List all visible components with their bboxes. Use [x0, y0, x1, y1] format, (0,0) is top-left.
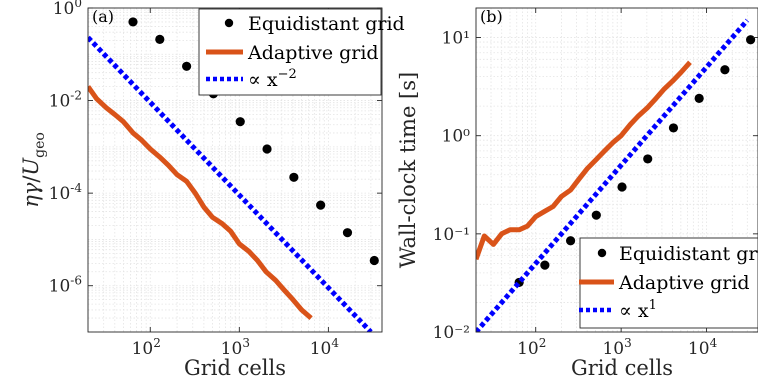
panel-b-legend-marker-equidistant — [597, 248, 607, 258]
panel-a-y-axis-label: ηγ/Ugeo — [19, 132, 48, 208]
panel-b-series — [476, 18, 756, 332]
panel-a-y-tick-base: 10 — [49, 184, 71, 204]
panel-a-data-point — [182, 61, 192, 71]
panel-b-data-point — [746, 35, 756, 45]
panel-b-x-tick-exponent: 2 — [539, 336, 547, 350]
panel-b-data-point — [643, 154, 653, 164]
panel-a-data-point — [289, 172, 299, 182]
panel-a-y-tick-label: 100 — [53, 0, 82, 19]
panel-a-data-point — [342, 228, 353, 238]
panel-a-x-axis-label: Grid cells — [184, 356, 286, 380]
panel-a-series — [88, 17, 379, 332]
panel-a-x-tick-label: 104 — [310, 336, 340, 359]
panel-b-data-point — [565, 236, 576, 246]
panel-a-tag: (a) — [92, 7, 114, 26]
panel-b-tag: (b) — [480, 7, 503, 26]
panel-a-y-tick-exponent: -4 — [70, 181, 82, 195]
panel-b-legend: Equidistant grid Adaptive grid ∝ x1 — [579, 237, 758, 329]
panel-a-y-tick-label: 10-2 — [49, 89, 82, 112]
panel-a-y-tick-exponent: -6 — [70, 274, 82, 288]
panel-a-data-point — [316, 200, 326, 210]
panel-a-y-tick-base: 10 — [49, 92, 71, 112]
panel-a-data-point — [155, 34, 165, 44]
panel-b-legend-label-adaptive: Adaptive grid — [618, 272, 750, 294]
panel-a-x-tick-exponent: 3 — [242, 336, 250, 350]
panel-a-y-tick-label: 10-4 — [49, 181, 83, 204]
panel-b-data-point — [668, 123, 679, 133]
panel-b-data-point — [720, 65, 730, 75]
panel-b-y-tick-label: 10⁻¹ — [433, 225, 470, 245]
panel-b-series-adaptive-line — [476, 60, 692, 261]
panel-a-data-point — [128, 17, 138, 27]
panel-a-legend-marker-equidistant — [224, 18, 234, 28]
panel-a-x-tick-label: 102 — [132, 336, 161, 359]
panel-b-x-tick-label: 104 — [688, 336, 718, 359]
panel-a-y-tick-base: 10 — [53, 0, 75, 19]
panel-b-legend-label-proportional: ∝ x1 — [619, 298, 657, 322]
panel-a-y-tick-exponent: 0 — [74, 0, 82, 10]
panel-a-data-point — [369, 255, 379, 266]
panel-a-legend-label-adaptive: Adaptive grid — [247, 42, 379, 64]
panel-b-y-tick-label: 10¹ — [442, 29, 470, 49]
panel-b-axes-box — [475, 7, 758, 333]
panel-a-x-tick-exponent: 4 — [331, 336, 339, 350]
panel-b-data-point — [591, 210, 601, 220]
panel-b-x-axis-label: Grid cells — [571, 356, 673, 380]
panel-b-data-point — [540, 260, 550, 270]
panel-b-y-axis-label: Wall-clock time [s] — [396, 72, 420, 268]
panel-b-data-point — [694, 93, 704, 103]
panel-b-x-tick-exponent: 4 — [710, 336, 718, 350]
panel-b-x-tick-exponent: 3 — [624, 336, 632, 350]
panel-a-y-tick-exponent: -2 — [70, 89, 82, 103]
panel-b-series-proportional-line — [476, 18, 750, 332]
panel-b-x-tick-label: 102 — [517, 336, 546, 359]
panel-b-data-point — [617, 182, 627, 192]
panel-b-legend-label-equidistant: Equidistant grid — [619, 243, 758, 265]
panel-b-y-tick-label: 10⁻² — [433, 323, 470, 343]
panel-a-legend-label-proportional: ∝ x−2 — [248, 67, 297, 91]
panel-a-data-point — [262, 144, 272, 154]
panel-a-x-tick-exponent: 2 — [153, 336, 161, 350]
panel-b-y-tick-label: 10⁰ — [442, 127, 471, 147]
panel-a-y-tick-base: 10 — [49, 277, 71, 297]
panel-a-y-tick-label: 10-6 — [49, 274, 82, 297]
panel-a-data-point — [235, 117, 245, 127]
panel-a-series-proportional-line — [88, 35, 373, 332]
panel-a-legend-label-equidistant: Equidistant grid — [248, 13, 405, 35]
panel-a-series-adaptive-line — [88, 85, 313, 320]
panel-a-axes-box — [87, 7, 383, 333]
panel-a-legend: Equidistant grid Adaptive grid ∝ x−2 — [198, 8, 405, 96]
